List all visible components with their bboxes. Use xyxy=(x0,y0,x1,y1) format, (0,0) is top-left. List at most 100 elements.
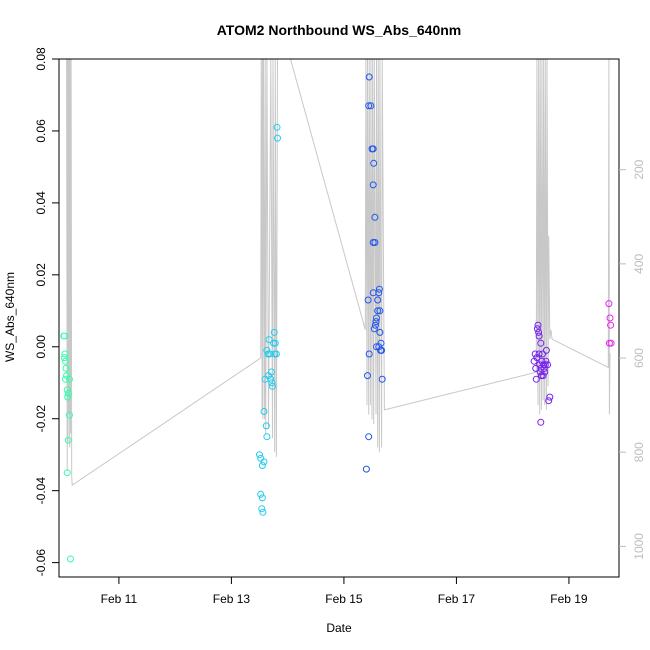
data-point xyxy=(532,364,540,372)
data-point xyxy=(257,454,265,462)
data-point xyxy=(62,364,70,372)
data-point xyxy=(376,328,384,336)
data-point xyxy=(375,285,383,293)
data-point xyxy=(268,379,276,387)
data-point xyxy=(64,436,72,444)
data-point xyxy=(271,339,279,347)
chart-title: ATOM2 Northbound WS_Abs_640nm xyxy=(217,22,462,38)
data-point xyxy=(256,451,263,459)
data-point xyxy=(542,357,550,365)
data-point xyxy=(370,159,378,167)
data-point xyxy=(63,469,71,477)
data-point xyxy=(533,325,541,333)
data-point xyxy=(65,411,73,419)
data-point xyxy=(263,433,271,441)
data-point xyxy=(537,364,545,372)
y2-tick-label: 200 xyxy=(632,159,646,179)
data-point xyxy=(374,296,382,304)
data-point xyxy=(376,307,384,315)
data-point xyxy=(378,346,386,354)
data-point xyxy=(546,393,554,401)
data-point xyxy=(372,318,380,326)
data-point xyxy=(541,368,549,376)
series-4 xyxy=(530,321,554,426)
data-point xyxy=(258,494,266,502)
data-point xyxy=(374,307,382,315)
data-point xyxy=(537,339,545,347)
y2-tick-label: 600 xyxy=(632,348,646,368)
data-points xyxy=(60,73,615,563)
data-point xyxy=(541,361,549,369)
data-point xyxy=(539,350,546,358)
data-point xyxy=(260,458,268,466)
data-point xyxy=(273,123,281,131)
series-5 xyxy=(605,300,615,347)
data-point xyxy=(607,339,615,347)
series-1 xyxy=(60,332,74,563)
data-point xyxy=(371,239,379,246)
y-tick-label: 0.04 xyxy=(34,191,48,215)
data-point xyxy=(63,386,71,394)
data-point xyxy=(531,350,539,358)
data-point xyxy=(365,433,373,441)
data-point xyxy=(607,321,615,329)
y-tick-label: 0.00 xyxy=(34,335,48,359)
x-tick-label: Feb 17 xyxy=(438,592,476,606)
data-point xyxy=(362,465,370,473)
data-point xyxy=(62,375,69,383)
data-point xyxy=(258,462,266,469)
data-point xyxy=(533,354,541,362)
x-tick-label: Feb 13 xyxy=(213,592,251,606)
y-tick-label: -0.02 xyxy=(34,405,48,433)
data-point xyxy=(259,508,267,516)
data-point xyxy=(542,346,550,354)
data-point xyxy=(365,350,373,358)
data-point xyxy=(371,213,379,221)
y-tick-label: 0.06 xyxy=(34,119,48,143)
data-point xyxy=(377,339,385,347)
y2-tick-label: 1000 xyxy=(632,533,646,560)
data-point xyxy=(270,328,278,336)
y2-tick-label: 800 xyxy=(632,442,646,462)
data-point xyxy=(272,350,280,358)
data-point xyxy=(267,368,275,376)
data-point xyxy=(274,134,281,142)
x-axis-label: Date xyxy=(326,621,352,635)
data-point xyxy=(269,382,276,390)
depth-trace xyxy=(66,59,611,487)
data-point xyxy=(364,372,371,380)
data-point xyxy=(375,289,383,297)
y-tick-label: -0.04 xyxy=(34,477,48,505)
data-point xyxy=(260,408,268,415)
data-point xyxy=(539,372,547,380)
data-point xyxy=(369,145,377,153)
y-axis-label: WS_Abs_640nm xyxy=(3,272,17,362)
data-point xyxy=(537,418,545,426)
data-point xyxy=(365,73,373,81)
data-point xyxy=(67,555,74,563)
y2-tick-label: 400 xyxy=(632,254,646,274)
data-point xyxy=(267,375,275,383)
depth-line xyxy=(66,59,611,487)
x-tick-label: Feb 19 xyxy=(550,592,588,606)
y-tick-label: 0.08 xyxy=(34,47,48,71)
data-point xyxy=(534,321,542,329)
data-point xyxy=(367,102,375,110)
plot-frame xyxy=(58,58,620,578)
data-point xyxy=(606,314,614,322)
data-point xyxy=(60,354,68,362)
data-point xyxy=(258,505,266,513)
data-point xyxy=(61,350,69,358)
data-point xyxy=(369,181,377,189)
axes: Feb 11 Feb 13 Feb 15 Feb 17 Feb 19 -0.06 -0.04… xyxy=(34,47,646,606)
data-point xyxy=(373,343,380,351)
x-tick-label: Feb 11 xyxy=(101,592,138,606)
data-point xyxy=(535,332,543,340)
data-point xyxy=(265,336,273,344)
data-point xyxy=(62,357,69,365)
data-point xyxy=(378,375,386,383)
series-2 xyxy=(256,123,281,516)
data-point xyxy=(373,314,380,322)
data-point xyxy=(535,328,543,336)
